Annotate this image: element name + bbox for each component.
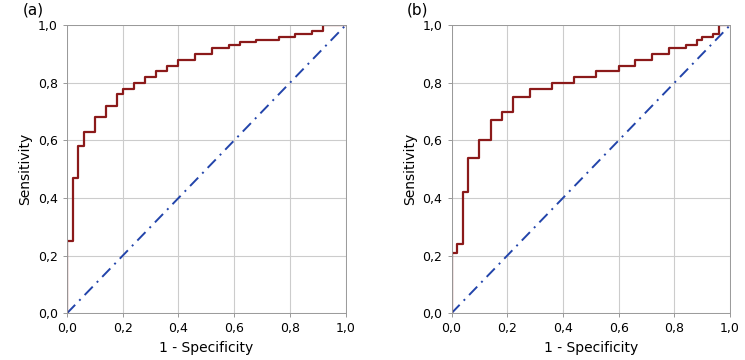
Y-axis label: Sensitivity: Sensitivity <box>19 133 33 205</box>
Text: (a): (a) <box>22 2 44 17</box>
Y-axis label: Sensitivity: Sensitivity <box>403 133 417 205</box>
X-axis label: 1 - Specificity: 1 - Specificity <box>544 341 638 355</box>
Text: (b): (b) <box>407 2 428 17</box>
X-axis label: 1 - Specificity: 1 - Specificity <box>159 341 253 355</box>
